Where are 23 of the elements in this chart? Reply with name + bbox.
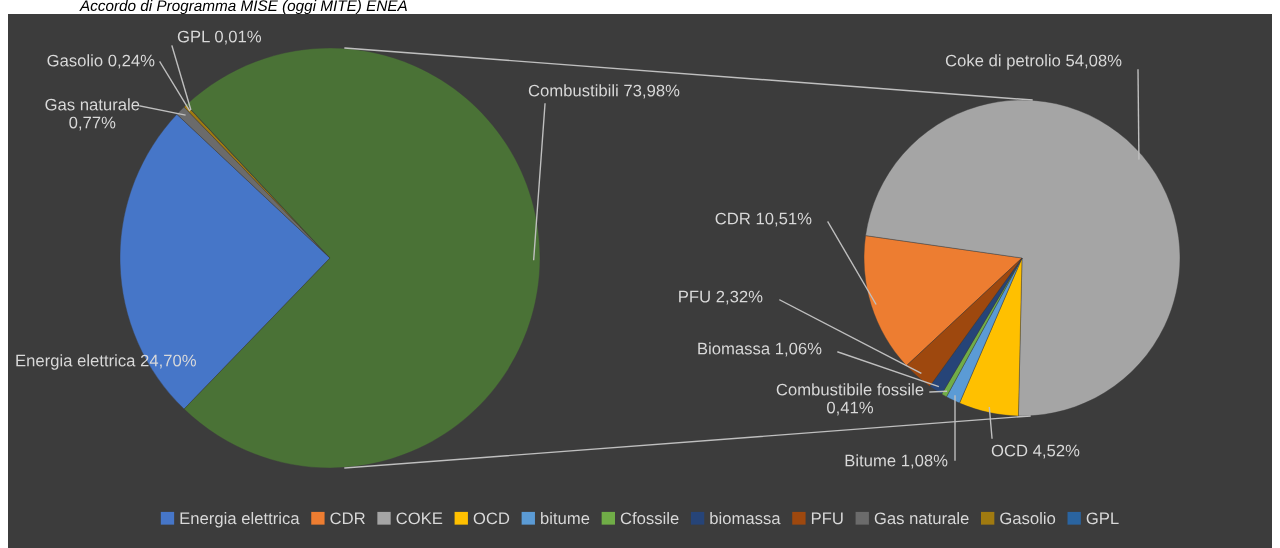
data-label: Bitume 1,08% [845, 454, 948, 469]
data-label: Gasolio 0,24% [47, 54, 155, 69]
chart-title: Accordo di Programma MISE (oggi MITE) ENEA [79, 0, 407, 15]
data-label: Coke di petrolio 54,08% [945, 54, 1122, 70]
legend-label: Gasolio [1000, 511, 1056, 525]
legend-label: OCD [473, 512, 510, 525]
legend-label: CDR [330, 512, 365, 525]
data-label: GPL 0,01% [177, 30, 262, 45]
legend-label: Cfossile [620, 511, 679, 525]
legend-label: PFU [811, 512, 843, 525]
legend-label: Energia elettrica [180, 511, 300, 528]
legend-label: GPL [1086, 512, 1119, 525]
data-label: CDR 10,51% [715, 212, 812, 227]
data-label: Biomassa 1,06% [698, 342, 822, 357]
legend-label: biomassa [710, 511, 781, 525]
legend-label: COKE [396, 512, 443, 525]
data-label: OCD 4,52% [991, 444, 1080, 459]
data-label: PFU 2,32% [679, 290, 763, 305]
legend-label: bitume [541, 511, 590, 525]
data-label: Gas naturale 0,77% [45, 98, 140, 131]
data-label: Combustibili 73,98% [528, 84, 680, 99]
legend-label: Gas naturale [874, 511, 969, 525]
data-label: Combustibile fossile 0,41% [776, 383, 924, 416]
